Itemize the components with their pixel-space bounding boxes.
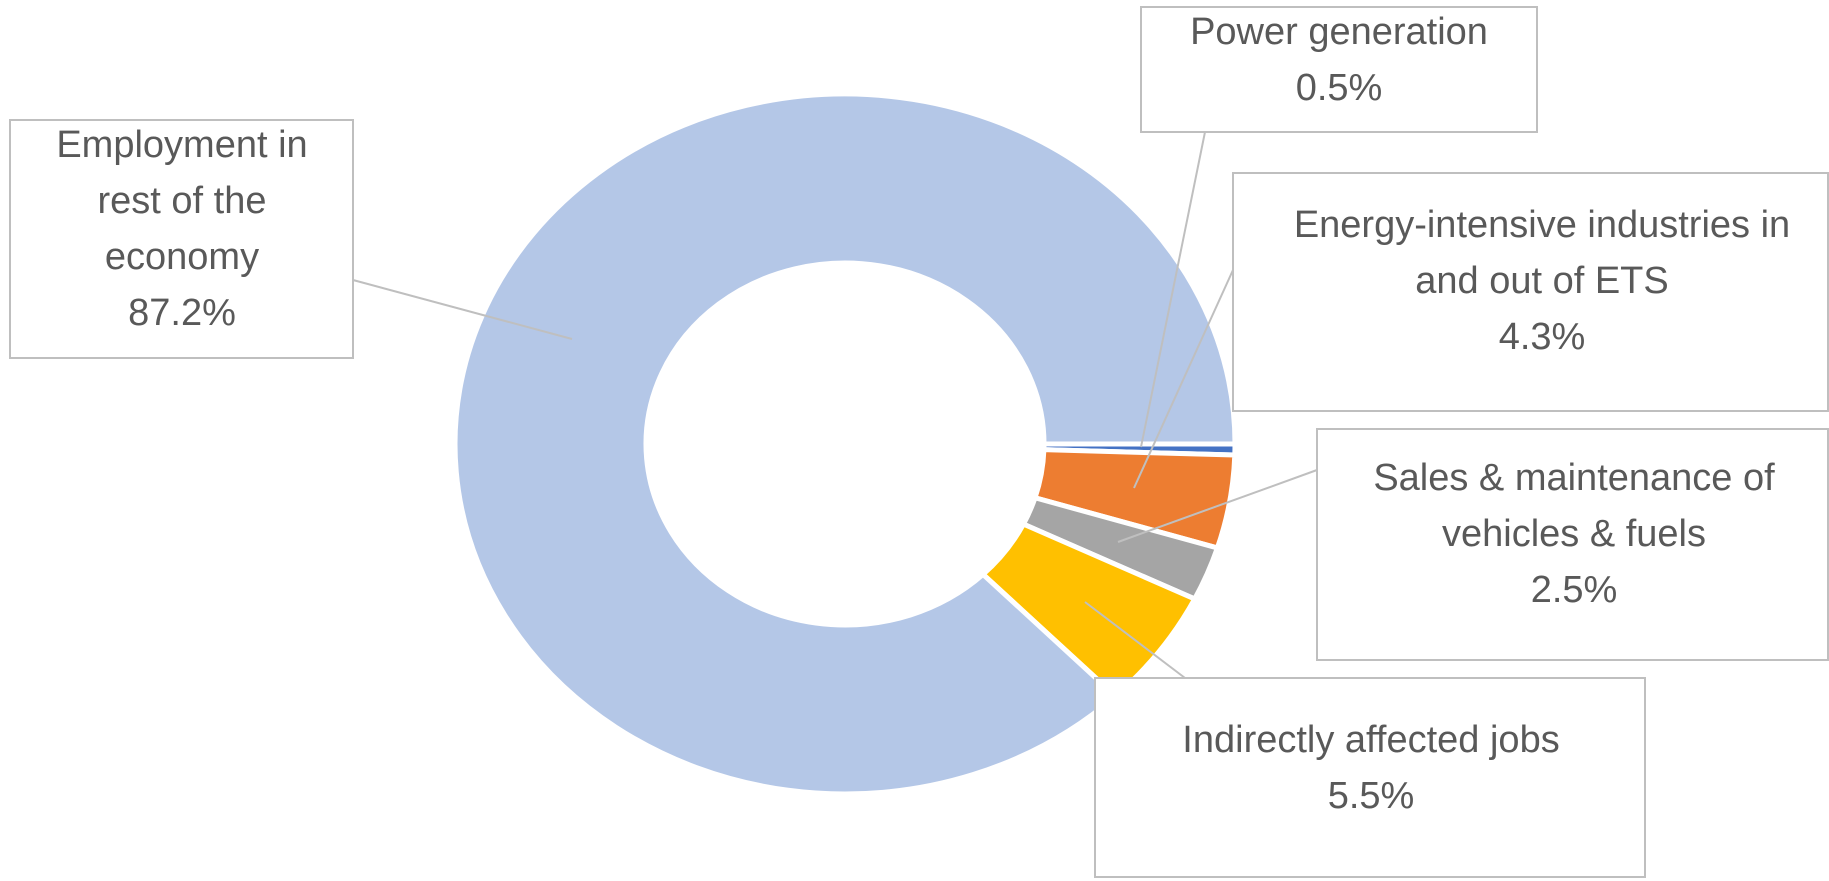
- category-label: Power generation: [1190, 11, 1488, 53]
- donut-slice: [452, 91, 1238, 797]
- label-box: [1140, 6, 1538, 133]
- category-label: Energy-intensive industries in and out of…: [1294, 204, 1790, 302]
- label-box: [1094, 677, 1646, 878]
- label-line: Sales & maintenance of: [1373, 457, 1775, 499]
- category-label: Indirectly affected jobs: [1182, 719, 1559, 761]
- label-box: [1316, 428, 1829, 661]
- label-box: [9, 119, 354, 359]
- category-label: Employment in rest of the economy: [56, 124, 307, 278]
- category-label: Sales & maintenance of vehicles & fuels: [1373, 457, 1775, 555]
- leader-line: [1140, 131, 1206, 448]
- value-label: 0.5%: [1296, 67, 1383, 109]
- label-line: rest of the: [98, 180, 267, 222]
- label-line: Power generation: [1190, 11, 1488, 53]
- label-line: and out of ETS: [1415, 260, 1669, 302]
- leader-line: [1133, 269, 1234, 489]
- leader-line: [1084, 601, 1186, 679]
- value-label: 4.3%: [1499, 316, 1586, 358]
- label-line: economy: [105, 236, 259, 278]
- value-label: 2.5%: [1531, 569, 1618, 611]
- label-line: Indirectly affected jobs: [1182, 719, 1559, 761]
- label-box: [1232, 172, 1829, 412]
- leader-line: [352, 279, 573, 340]
- value-label: 5.5%: [1328, 775, 1415, 817]
- leader-line: [1117, 469, 1318, 543]
- label-line: Employment in: [56, 124, 307, 166]
- label-line: Energy-intensive industries in: [1294, 204, 1790, 246]
- label-line: vehicles & fuels: [1442, 513, 1706, 555]
- value-label: 87.2%: [128, 292, 236, 334]
